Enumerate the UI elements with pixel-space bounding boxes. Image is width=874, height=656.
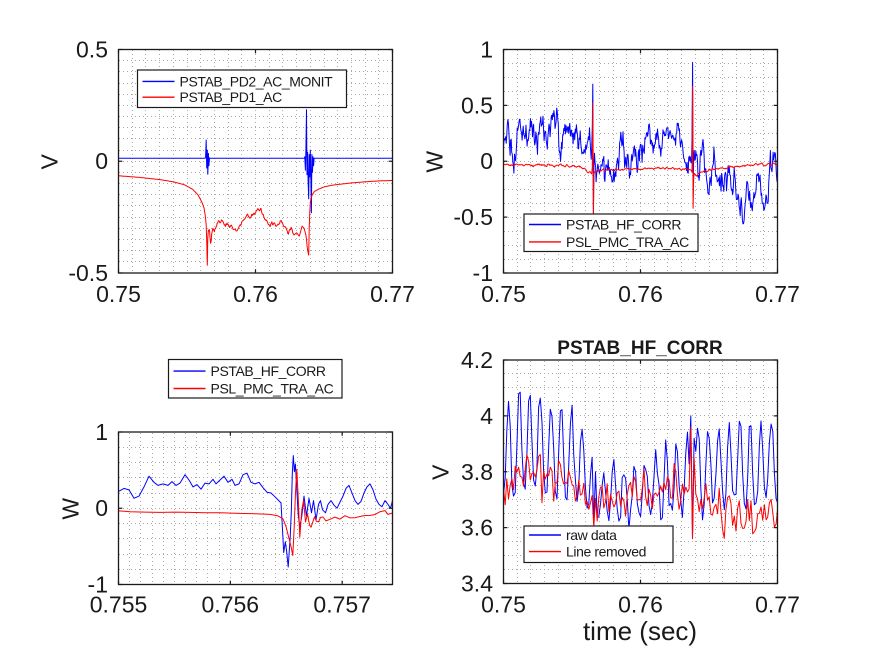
svg-text:0: 0 [480, 148, 493, 174]
svg-text:0.756: 0.756 [202, 592, 260, 618]
svg-text:0.757: 0.757 [313, 592, 371, 618]
svg-text:0.76: 0.76 [233, 281, 278, 307]
svg-text:0.75: 0.75 [481, 592, 526, 618]
svg-text:PSTAB_PD1_AC: PSTAB_PD1_AC [180, 89, 283, 105]
svg-text:PSL_PMC_TRA_AC: PSL_PMC_TRA_AC [566, 234, 689, 250]
svg-text:0.5: 0.5 [76, 37, 108, 63]
svg-text:0.76: 0.76 [618, 281, 663, 307]
svg-text:0.75: 0.75 [96, 281, 141, 307]
svg-text:PSL_PMC_TRA_AC: PSL_PMC_TRA_AC [211, 381, 334, 397]
svg-text:0.77: 0.77 [755, 592, 800, 618]
svg-text:1: 1 [480, 37, 493, 63]
svg-text:4.2: 4.2 [461, 347, 493, 373]
svg-text:-0.5: -0.5 [68, 260, 108, 286]
svg-text:0.76: 0.76 [618, 592, 663, 618]
svg-text:time (sec): time (sec) [583, 616, 697, 646]
svg-text:-1: -1 [473, 260, 493, 286]
svg-text:W: W [422, 151, 448, 173]
svg-text:PSTAB_PD2_AC_MONIT: PSTAB_PD2_AC_MONIT [180, 73, 334, 89]
svg-text:V: V [37, 153, 63, 169]
svg-text:PSTAB_HF_CORR: PSTAB_HF_CORR [566, 217, 681, 233]
svg-text:3.4: 3.4 [461, 571, 493, 597]
svg-text:Line removed: Line removed [566, 544, 646, 560]
svg-text:raw data: raw data [566, 527, 617, 543]
svg-text:0.77: 0.77 [755, 281, 800, 307]
svg-text:W: W [58, 498, 84, 520]
svg-text:V: V [428, 464, 454, 480]
svg-text:0.77: 0.77 [370, 281, 415, 307]
svg-text:PSTAB_HF_CORR: PSTAB_HF_CORR [557, 338, 723, 359]
svg-text:0.755: 0.755 [90, 592, 148, 618]
svg-text:3.8: 3.8 [461, 459, 493, 485]
svg-text:0: 0 [95, 148, 108, 174]
svg-text:3.6: 3.6 [461, 515, 493, 541]
svg-text:0: 0 [95, 495, 108, 521]
svg-text:PSTAB_HF_CORR: PSTAB_HF_CORR [211, 363, 326, 379]
svg-text:0.5: 0.5 [461, 92, 493, 118]
svg-text:-0.5: -0.5 [453, 204, 493, 230]
svg-text:0.75: 0.75 [481, 281, 526, 307]
svg-text:-1: -1 [88, 572, 108, 598]
svg-text:4: 4 [480, 403, 493, 429]
svg-text:1: 1 [95, 419, 108, 445]
